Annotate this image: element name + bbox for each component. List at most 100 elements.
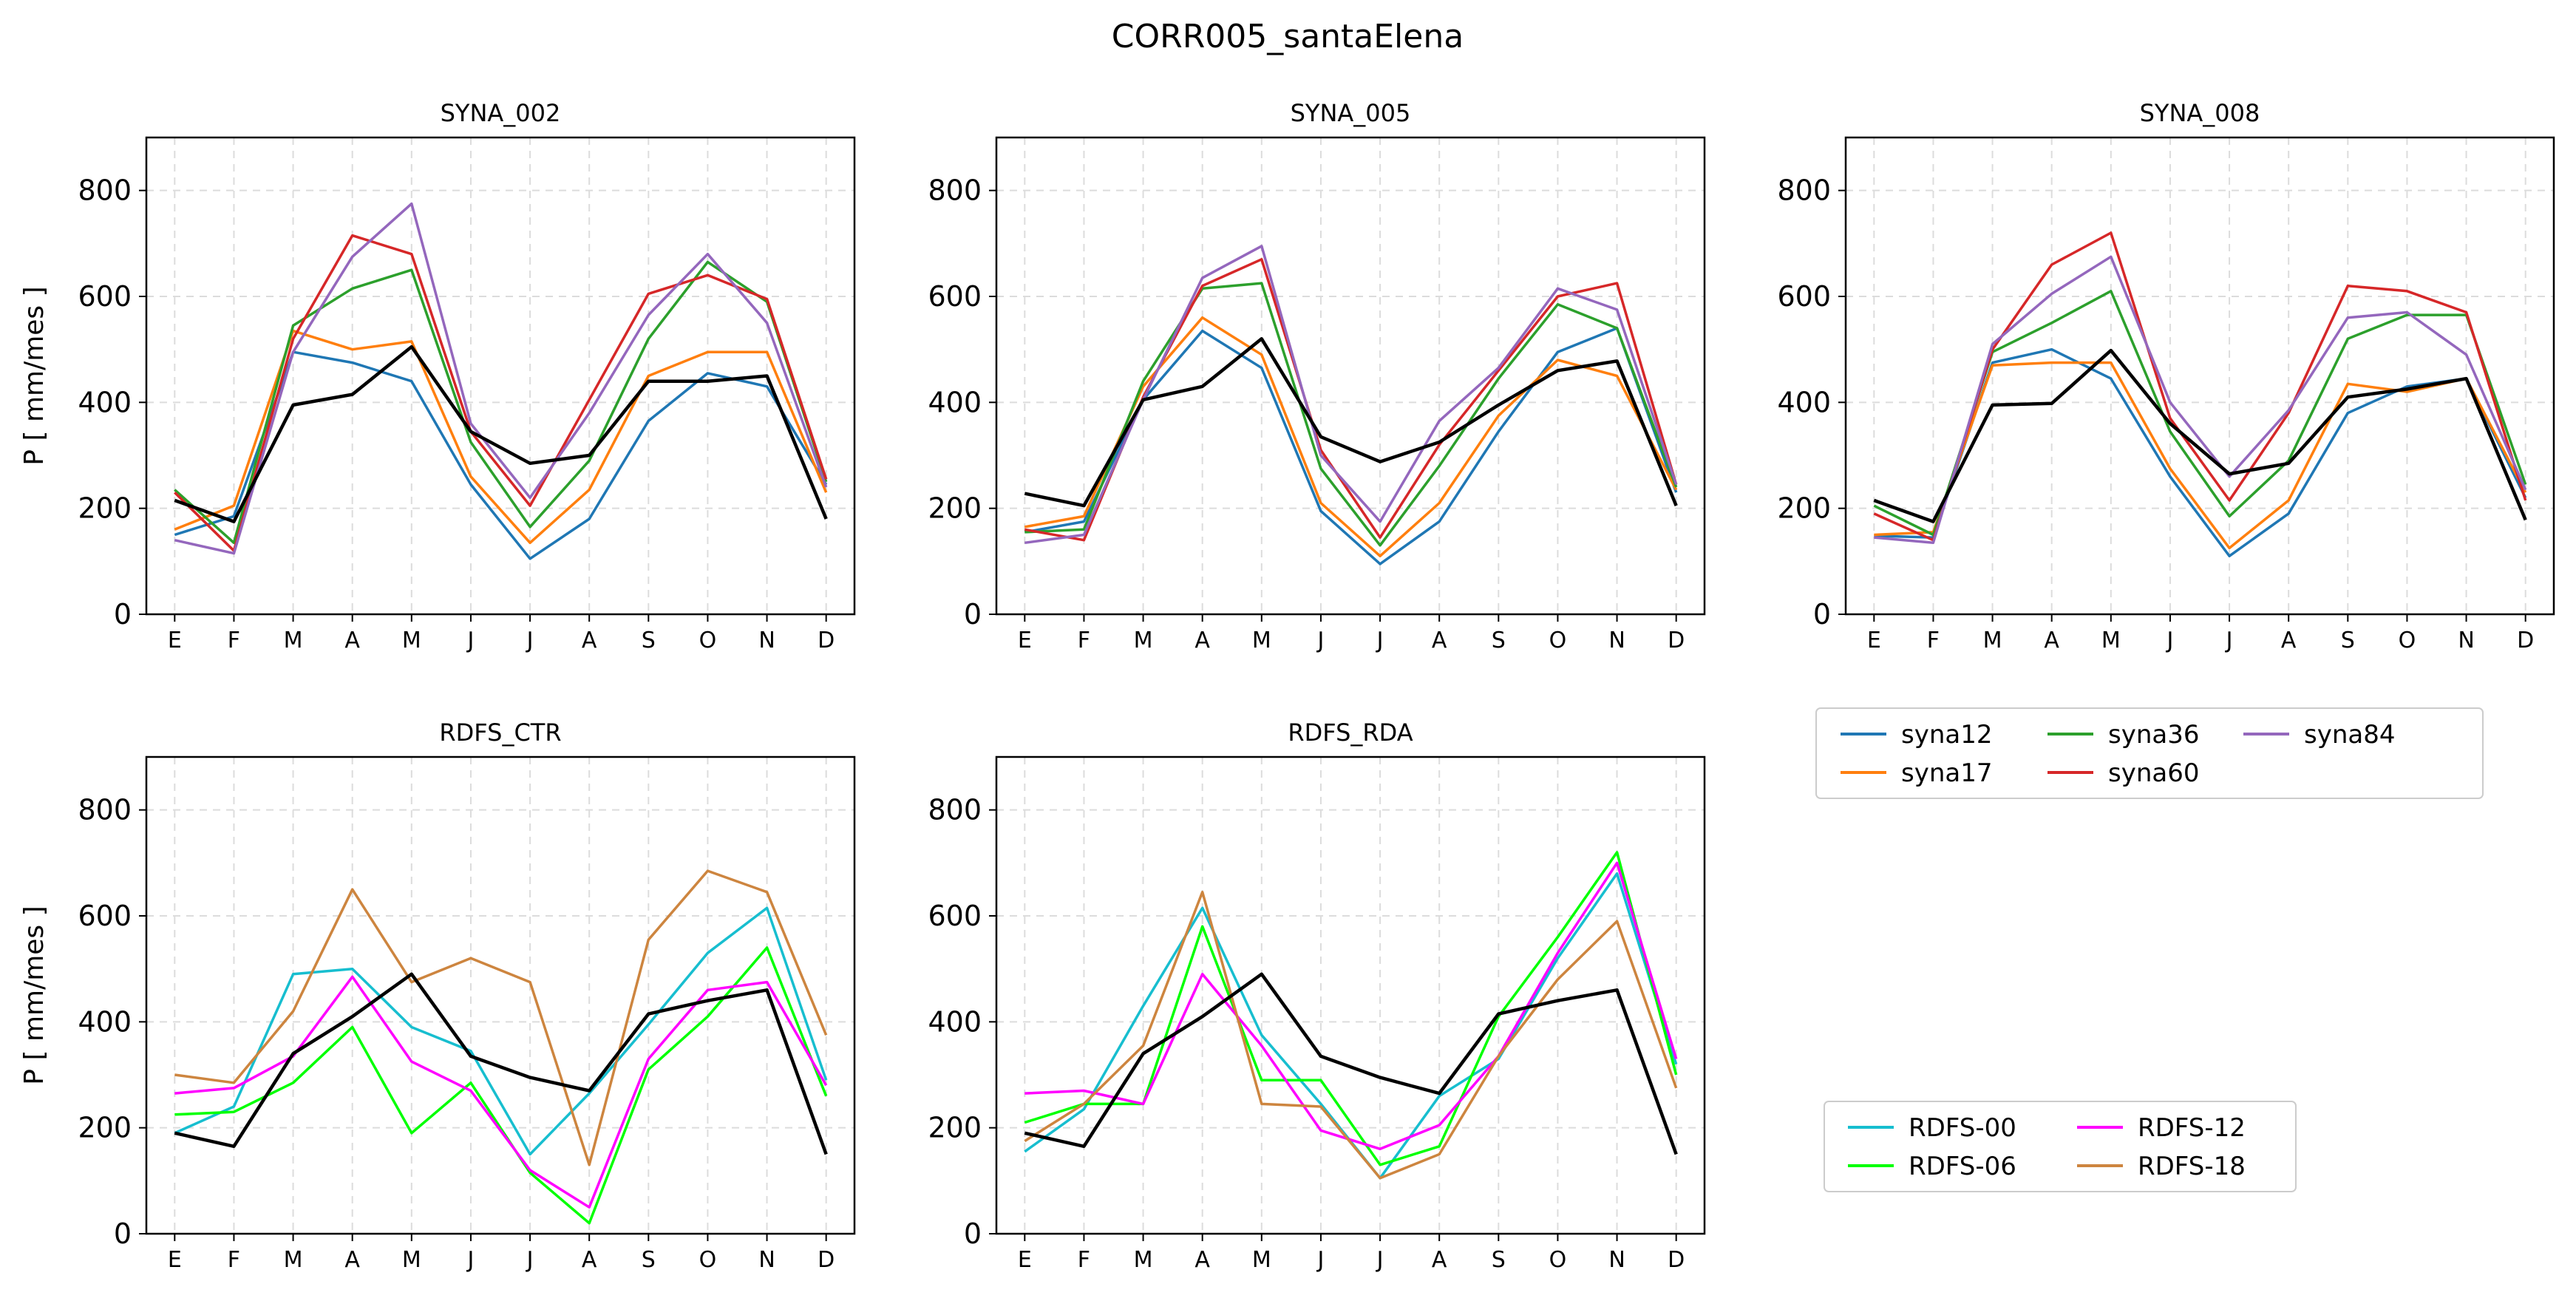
x-tick-label: M bbox=[402, 1247, 421, 1273]
x-tick-label: M bbox=[284, 1247, 303, 1273]
x-tick-label: F bbox=[1927, 628, 1940, 653]
series-line-black-4 bbox=[174, 972, 828, 1155]
subplot-title: RDFS_CTR bbox=[439, 719, 561, 747]
y-tick-label: 400 bbox=[928, 386, 982, 418]
y-tick-label: 800 bbox=[1777, 174, 1831, 207]
y-tick-label: 200 bbox=[78, 492, 132, 525]
y-tick-label: 800 bbox=[928, 174, 982, 207]
x-tick-label: A bbox=[582, 1247, 597, 1273]
x-tick-label: M bbox=[1134, 628, 1153, 653]
legend-box bbox=[1815, 707, 2484, 799]
x-tick-label: M bbox=[402, 628, 421, 653]
x-tick-label: A bbox=[2044, 628, 2059, 653]
x-tick-label: J bbox=[466, 1247, 475, 1273]
series-line-RDFS-00 bbox=[174, 906, 828, 1156]
series-line-black-5 bbox=[1873, 348, 2527, 523]
x-tick-label: E bbox=[1018, 628, 1032, 653]
x-tick-label: D bbox=[818, 628, 835, 653]
x-tick-label: S bbox=[1492, 1247, 1506, 1273]
x-tick-label: O bbox=[699, 628, 717, 653]
x-tick-label: A bbox=[344, 628, 360, 653]
series-line-syna17 bbox=[1874, 361, 2527, 550]
x-tick-label: F bbox=[228, 628, 240, 653]
legend-1: RDFS-00 RDFS-12 RDFS-06 RDFS-18 bbox=[1824, 1101, 2297, 1192]
x-tick-label: J bbox=[1316, 628, 1325, 653]
y-tick-label: 800 bbox=[78, 794, 132, 826]
subplot-4: E F M A M J J A S O N D 0 200 400 600 800 RDFS_RDA bbox=[928, 719, 1706, 1273]
x-tick-label: J bbox=[1376, 628, 1384, 653]
x-tick-label: M bbox=[1252, 1247, 1271, 1273]
y-tick-label: 200 bbox=[1777, 492, 1831, 525]
series-line-syna60 bbox=[174, 234, 828, 552]
y-tick-label: 800 bbox=[78, 174, 132, 207]
x-tick-label: O bbox=[1549, 1247, 1567, 1273]
x-tick-label: S bbox=[2341, 628, 2355, 653]
y-tick-label: 600 bbox=[928, 900, 982, 932]
legend-label: RDFS-00 bbox=[1909, 1113, 2016, 1143]
x-tick-label: D bbox=[1668, 628, 1685, 653]
x-tick-label: D bbox=[1668, 1247, 1685, 1273]
x-tick-label: A bbox=[1194, 1247, 1210, 1273]
subplot-title: SYNA_002 bbox=[441, 99, 561, 127]
y-tick-label: 0 bbox=[114, 1217, 132, 1250]
series-line-syna84 bbox=[1024, 245, 1678, 545]
y-tick-label: 200 bbox=[928, 492, 982, 525]
y-tick-label: 600 bbox=[928, 280, 982, 313]
x-tick-label: J bbox=[2225, 628, 2233, 653]
x-tick-label: O bbox=[2399, 628, 2416, 653]
subplot-title: RDFS_RDA bbox=[1288, 719, 1413, 747]
x-tick-label: F bbox=[1078, 1247, 1090, 1273]
y-tick-label: 0 bbox=[964, 1217, 982, 1250]
x-tick-label: M bbox=[1252, 628, 1271, 653]
x-tick-label: N bbox=[758, 1247, 775, 1273]
legend-0: syna12 syna36 syna84 syna17 syna60 bbox=[1815, 707, 2484, 799]
x-tick-label: N bbox=[1608, 1247, 1625, 1273]
series-line-RDFS-12 bbox=[1024, 861, 1678, 1151]
subplot-title: SYNA_008 bbox=[2140, 99, 2260, 127]
series-line-RDFS-12 bbox=[174, 975, 828, 1209]
x-tick-label: F bbox=[1078, 628, 1090, 653]
figure-title: CORR005_santaElena bbox=[1112, 18, 1464, 55]
x-tick-label: E bbox=[168, 1247, 182, 1273]
y-tick-label: 400 bbox=[928, 1005, 982, 1038]
series-line-RDFS-06 bbox=[174, 946, 828, 1225]
series-line-syna84 bbox=[1874, 255, 2527, 545]
series-line-black-5 bbox=[1024, 337, 1678, 508]
y-tick-label: 0 bbox=[114, 598, 132, 631]
x-tick-label: S bbox=[1492, 628, 1506, 653]
plot-frame bbox=[145, 136, 856, 616]
x-tick-label: A bbox=[1194, 628, 1210, 653]
x-tick-label: J bbox=[526, 628, 534, 653]
legend-label: syna60 bbox=[2108, 758, 2199, 788]
series-line-black-4 bbox=[1024, 972, 1678, 1155]
legend-box bbox=[1824, 1101, 2297, 1192]
series-line-RDFS-18 bbox=[174, 869, 828, 1166]
y-tick-label: 600 bbox=[78, 280, 132, 313]
y-tick-label: 0 bbox=[1813, 598, 1831, 631]
legend-label: syna17 bbox=[1901, 758, 1992, 788]
subplot-3: E F M A M J J A S O N D 0 200 400 600 800 RDFS_CTR P [ mm/… bbox=[19, 719, 856, 1273]
plot-frame bbox=[1844, 136, 2555, 616]
subplot-title: SYNA_005 bbox=[1291, 99, 1411, 127]
series-line-syna12 bbox=[174, 350, 828, 560]
x-tick-label: E bbox=[1018, 1247, 1032, 1273]
y-tick-label: 800 bbox=[928, 794, 982, 826]
x-tick-label: E bbox=[168, 628, 182, 653]
subplot-1: E F M A M J J A S O N D 0 200 400 600 800 SYNA_005 bbox=[928, 99, 1706, 653]
x-tick-label: A bbox=[582, 628, 597, 653]
y-tick-label: 0 bbox=[964, 598, 982, 631]
x-tick-label: F bbox=[228, 1247, 240, 1273]
x-tick-label: M bbox=[1134, 1247, 1153, 1273]
x-tick-label: N bbox=[758, 628, 775, 653]
series-line-syna84 bbox=[174, 202, 828, 555]
x-tick-label: A bbox=[2281, 628, 2297, 653]
series-line-RDFS-06 bbox=[1024, 851, 1678, 1166]
x-tick-label: O bbox=[1549, 628, 1567, 653]
subplot-2: E F M A M J J A S O N D 0 200 400 600 800 SYNA_008 bbox=[1777, 99, 2555, 653]
legend-label: syna36 bbox=[2108, 720, 2199, 750]
legend-label: syna12 bbox=[1901, 720, 1992, 750]
x-tick-label: D bbox=[818, 1247, 835, 1273]
subplot-0: E F M A M J J A S O N D 0 200 400 600 800 SYNA_002 P [ mm/… bbox=[19, 99, 856, 653]
x-tick-label: J bbox=[2166, 628, 2174, 653]
